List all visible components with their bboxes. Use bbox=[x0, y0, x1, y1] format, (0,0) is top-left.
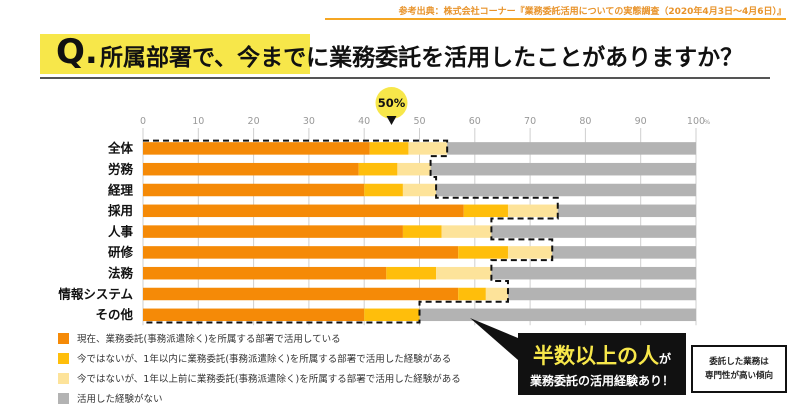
legend-item: 今ではないが、1年以上前に業務委託(事務派遣除く)を所属する部署で活用した経験が… bbox=[58, 368, 461, 388]
category-label: 人事 bbox=[108, 224, 134, 239]
bar-segment bbox=[386, 266, 437, 280]
bar-segment bbox=[436, 183, 696, 197]
legend-label: 今ではないが、1年以内に業務委託(事務派遣除く)を所属する部署で活用した経験があ… bbox=[77, 354, 452, 365]
legend-swatch bbox=[58, 352, 69, 364]
x-tick-label: 10 bbox=[192, 116, 204, 127]
bar-segment bbox=[408, 142, 448, 155]
x-tick-label: 40 bbox=[358, 116, 370, 127]
legend-swatch bbox=[58, 392, 69, 404]
bar-segment bbox=[458, 287, 486, 301]
legend-swatch bbox=[58, 372, 69, 384]
x-tick-label: 80 bbox=[579, 116, 591, 127]
callout-main-suffix: が bbox=[658, 351, 671, 366]
category-label: 経理 bbox=[108, 182, 134, 197]
legend-swatch bbox=[58, 332, 69, 344]
bar-segment bbox=[143, 225, 403, 238]
bar-segment bbox=[557, 204, 696, 218]
bar-segment bbox=[402, 225, 442, 238]
side-note-line2: 専門性が高い傾向 bbox=[704, 371, 773, 381]
x-tick-label: 90 bbox=[635, 116, 647, 127]
bar-segment bbox=[430, 162, 696, 176]
legend-label: 今ではないが、1年以上前に業務委託(事務派遣除く)を所属する部署で活用した経験が… bbox=[77, 374, 461, 385]
x-tick-label: 20 bbox=[248, 116, 260, 127]
category-label: 労務 bbox=[108, 161, 134, 176]
source-rule bbox=[325, 18, 786, 20]
callout-box: 半数以上の人が 業務委託の活用経験あり！ bbox=[518, 333, 686, 395]
bar-segment bbox=[143, 142, 370, 155]
question-mark: Q. bbox=[56, 32, 98, 72]
legend: 現在、業務委託(事務派遣除く)を所属する部署で活用している今ではないが、1年以内… bbox=[58, 328, 461, 408]
annotation-badge-circle bbox=[375, 87, 408, 119]
x-tick-label: 70 bbox=[524, 116, 536, 127]
callout-main-text: 半数以上の人 bbox=[532, 343, 659, 368]
bar-segment bbox=[397, 162, 431, 176]
title-rule bbox=[40, 77, 770, 79]
bar-segment bbox=[143, 266, 387, 280]
side-note-line1: 委託した業務は bbox=[709, 357, 769, 367]
bar-segment bbox=[507, 204, 558, 218]
x-tick-label: 30 bbox=[303, 116, 315, 127]
category-label: 情報システム bbox=[58, 286, 133, 301]
bar-segment bbox=[419, 308, 696, 322]
bar-segment bbox=[364, 308, 420, 322]
bar-segment bbox=[358, 162, 398, 176]
bar-segment bbox=[491, 225, 696, 238]
bar-segment bbox=[463, 204, 508, 218]
annotation-badge-text: 50% bbox=[378, 96, 406, 110]
bar-segment bbox=[485, 287, 508, 301]
category-label: 法務 bbox=[108, 265, 134, 280]
side-note: 委託した業務は 専門性が高い傾向 bbox=[691, 345, 787, 393]
bar-segment bbox=[143, 308, 365, 322]
x-tick-label: 100 bbox=[687, 116, 705, 127]
legend-item: 現在、業務委託(事務派遣除く)を所属する部署で活用している bbox=[58, 328, 461, 348]
x-tick-label: 50 bbox=[413, 116, 425, 127]
bar-segment bbox=[402, 183, 437, 197]
legend-label: 活用した経験がない bbox=[77, 394, 163, 405]
category-label: その他 bbox=[95, 307, 133, 322]
bar-segment bbox=[441, 225, 492, 238]
bar-segment bbox=[491, 266, 696, 280]
bar-segment bbox=[143, 246, 459, 259]
x-unit-label: % bbox=[704, 118, 710, 126]
bar-segment bbox=[143, 162, 359, 176]
bar-segment bbox=[364, 183, 403, 197]
bar-segment bbox=[143, 183, 365, 197]
bar-segment bbox=[143, 287, 459, 301]
source-note: 参考出典：株式会社コーナー『業務委託活用についての実態調査（2020年4月3日〜… bbox=[398, 7, 786, 17]
callout-sub-text: 業務委託の活用経験あり！ bbox=[529, 373, 674, 388]
bar-segment bbox=[507, 246, 553, 259]
category-label: 全体 bbox=[107, 141, 134, 156]
legend-item: 今ではないが、1年以内に業務委託(事務派遣除く)を所属する部署で活用した経験があ… bbox=[58, 348, 461, 368]
stacked-bar-chart: 0 10 20 30 40 50 60 70 80 90 100% 全体労務経理採用人事研修法務情報シ… bbox=[58, 87, 710, 326]
category-label: 研修 bbox=[108, 245, 134, 260]
bar-segment bbox=[552, 246, 696, 259]
callout-main-line: 半数以上の人が bbox=[533, 340, 671, 370]
bar-segment bbox=[458, 246, 508, 259]
x-tick-label: 0 bbox=[140, 116, 146, 127]
bar-segment bbox=[436, 266, 492, 280]
question-title: 所属部署で、今までに業務委託を活用したことがありますか？ bbox=[100, 45, 744, 71]
question-highlight-band bbox=[40, 34, 310, 74]
bar-segment bbox=[507, 287, 696, 301]
bar-segment bbox=[447, 142, 696, 155]
bar-segment bbox=[369, 142, 409, 155]
bar-segment bbox=[143, 204, 464, 218]
used-outline bbox=[143, 139, 559, 324]
legend-item: 活用した経験がない bbox=[58, 388, 461, 408]
category-label: 採用 bbox=[108, 203, 133, 218]
legend-label: 現在、業務委託(事務派遣除く)を所属する部署で活用している bbox=[77, 334, 341, 345]
annotation-badge-pointer bbox=[386, 116, 397, 125]
x-tick-label: 60 bbox=[469, 116, 481, 127]
